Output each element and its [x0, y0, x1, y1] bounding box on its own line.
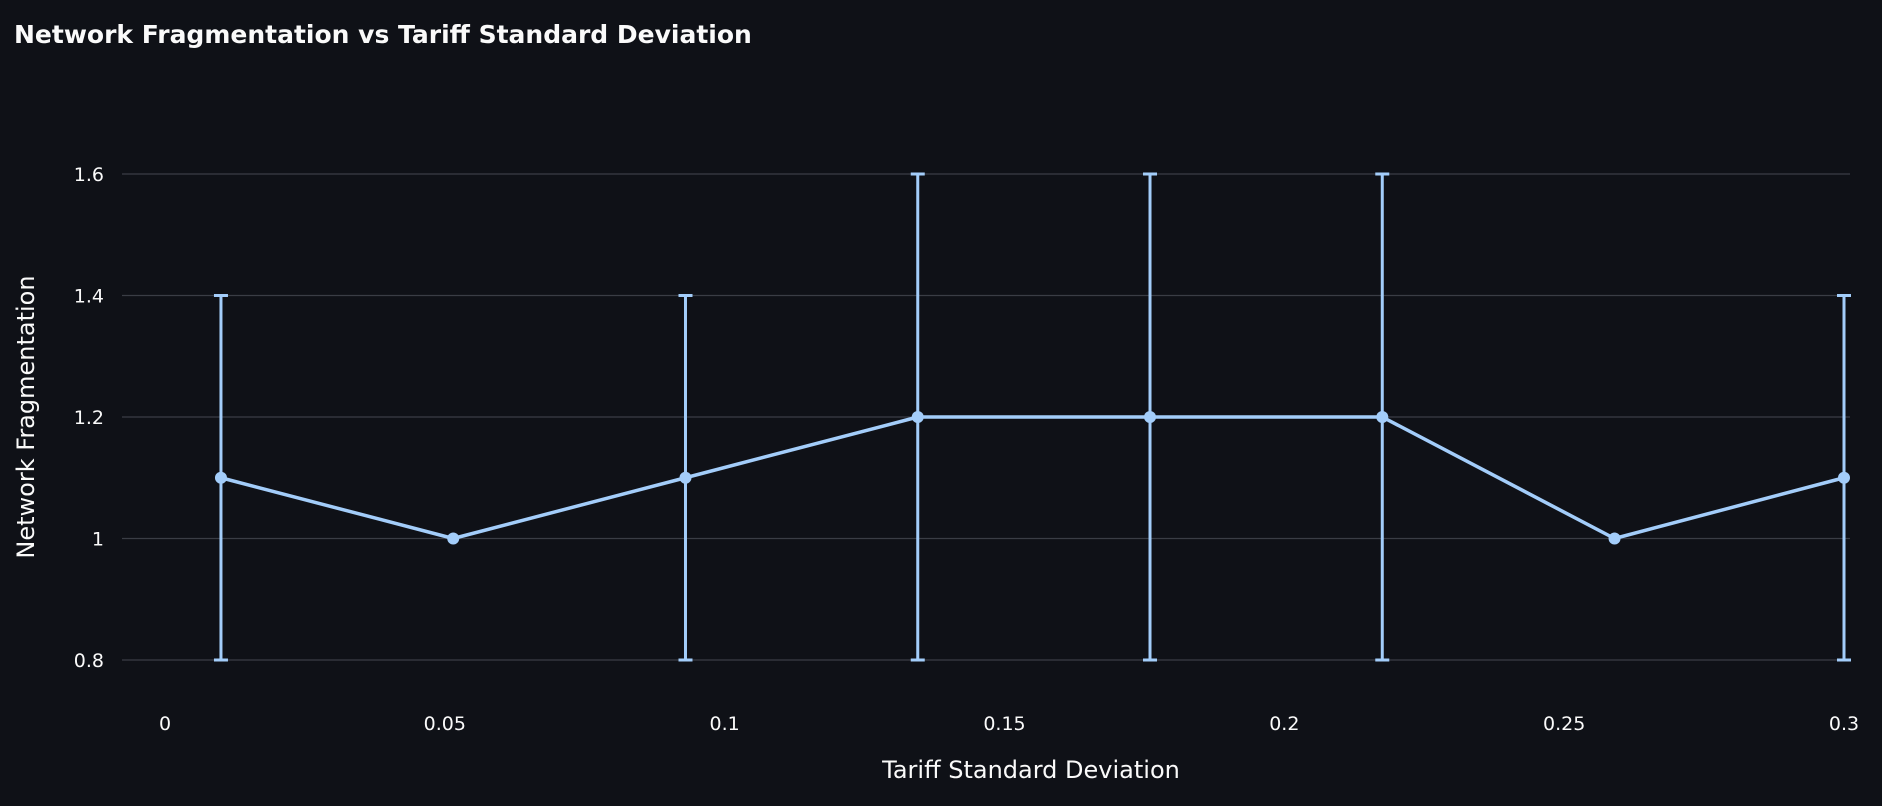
y-tick-label: 1.4: [74, 286, 104, 308]
x-tick-label: 0: [159, 713, 171, 735]
x-tick-label: 0.2: [1269, 713, 1299, 735]
x-tick-label: 0.25: [1543, 713, 1585, 735]
y-tick-label: 1.2: [74, 407, 104, 429]
x-tick-label: 0.05: [424, 713, 466, 735]
data-point[interactable]: [447, 532, 460, 545]
data-point[interactable]: [1608, 532, 1621, 545]
data-point[interactable]: [214, 471, 227, 484]
x-tick-label: 0.15: [983, 713, 1025, 735]
chart-title: Network Fragmentation vs Tariff Standard…: [14, 20, 752, 49]
y-tick-label: 0.8: [74, 650, 104, 672]
data-point[interactable]: [911, 411, 924, 423]
y-axis-label: Network Fragmentation: [12, 275, 40, 558]
data-point[interactable]: [1838, 471, 1850, 484]
x-tick-label: 0.1: [710, 713, 740, 735]
x-axis-label: Tariff Standard Deviation: [881, 756, 1180, 784]
data-point[interactable]: [1144, 411, 1157, 423]
data-point[interactable]: [1376, 411, 1389, 423]
y-tick-label: 1: [92, 529, 104, 551]
series-line: [220, 415, 1845, 541]
y-tick-label: 1.6: [74, 164, 104, 186]
x-tick-label: 0.3: [1829, 713, 1859, 735]
data-point[interactable]: [679, 471, 692, 484]
